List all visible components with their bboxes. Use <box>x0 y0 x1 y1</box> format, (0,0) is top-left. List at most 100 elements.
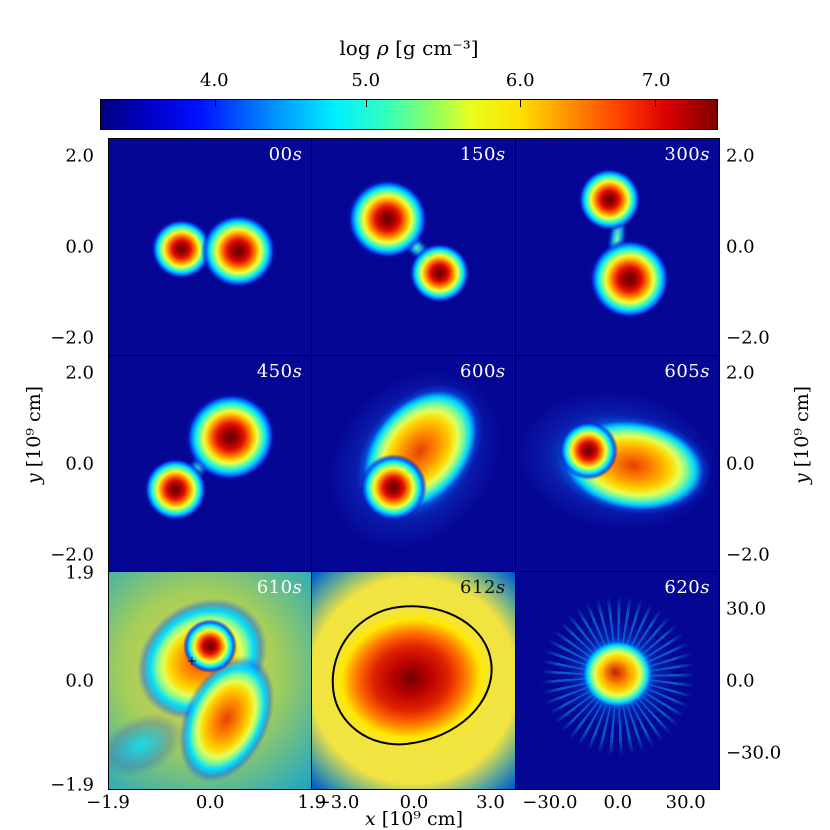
panel-time-number: 620 <box>664 577 701 599</box>
y-axis-label-left-rest: [10⁹ cm] <box>23 385 45 474</box>
colorbar-tick-label: 4.0 <box>200 70 229 91</box>
colorbar-title-var: ρ <box>376 36 389 60</box>
panel-time-unit: s <box>700 144 710 165</box>
panel-450s: 450s <box>109 355 313 573</box>
star-blob <box>201 214 276 288</box>
bottom-ticks: −1.9 0.0 1.9 −3.0 0.0 3.0 −30.0 0.0 30.0 <box>86 792 720 813</box>
panel-time-unit: s <box>495 577 506 599</box>
panel-time-label: 600s <box>460 361 506 382</box>
right-ticks-label: 0.0 <box>726 670 755 692</box>
colorbar-tick-label: 7.0 <box>641 70 671 91</box>
panel-time-label: 450s <box>257 361 303 382</box>
left-ticks-label: −2.0 <box>50 327 94 348</box>
bottom-ticks-label: −1.9 <box>86 792 130 813</box>
panel-time-number: 00 <box>268 144 293 165</box>
panel-300s: 300s <box>515 139 719 356</box>
colorbar-tick-mark <box>214 100 216 107</box>
bottom-ticks-label: 0.0 <box>195 792 225 813</box>
panel-00s: 00s <box>109 139 313 356</box>
panel-time-unit: s <box>495 144 506 165</box>
panel-time-unit: s <box>700 577 710 599</box>
colorbar-tick-mark <box>365 100 367 107</box>
panel-time-label: 300s <box>664 144 710 165</box>
panel-612s: 612s <box>312 572 516 789</box>
bottom-ticks-label: −30.0 <box>522 792 578 813</box>
panel-time-number: 300 <box>664 144 701 165</box>
y-axis-label-right-var: y <box>791 473 813 485</box>
panel-time-unit: s <box>700 360 710 382</box>
panel-grid: 00s 150s 300s 450s 600s 605s +610s 612s 620s <box>108 138 720 790</box>
panel-time-unit: s <box>292 144 303 165</box>
left-ticks-label: 2.0 <box>65 145 94 167</box>
right-ticks-label: 2.0 <box>726 362 755 384</box>
panel-150s: 150s <box>312 139 516 356</box>
x-axis-label: x [10⁹ cm] <box>108 808 720 830</box>
panel-time-label: 00s <box>269 144 303 165</box>
y-axis-label-left-var: y <box>23 473 45 485</box>
panel-time-label: 610s <box>257 577 303 598</box>
right-ticks-label: −2.0 <box>726 327 770 348</box>
x-axis-label-var: x <box>364 808 376 830</box>
panel-time-unit: s <box>292 577 303 599</box>
bottom-ticks-label: −3.0 <box>315 792 360 813</box>
bottom-ticks-label: 3.0 <box>476 792 505 813</box>
colorbar-tick-mark <box>655 100 657 107</box>
left-ticks-label: 2.0 <box>65 362 94 384</box>
panel-time-label: 605s <box>664 361 710 382</box>
star-blob <box>182 618 238 674</box>
y-axis-label-right-rest: [10⁹ cm] <box>791 385 813 474</box>
left-ticks-label: 0.0 <box>65 236 94 258</box>
star-blob <box>577 168 641 231</box>
redcore-blob <box>602 660 629 684</box>
panel-time-label: 150s <box>460 144 506 165</box>
panel-time-number: 610 <box>256 577 293 599</box>
left-ticks-label: 0.0 <box>65 453 94 475</box>
right-ticks-label: −30.0 <box>726 742 782 764</box>
y-axis-label-right: y [10⁹ cm] <box>791 375 813 495</box>
colorbar-title-pre: log <box>339 36 377 60</box>
right-ticks-label: 2.0 <box>726 145 755 167</box>
panel-time-unit: s <box>495 360 506 382</box>
x-axis-label-rest: [10⁹ cm] <box>375 808 464 830</box>
left-ticks-label: 1.9 <box>65 562 94 584</box>
colorbar-ticks: 4.0 5.0 6.0 7.0 <box>100 70 718 94</box>
bottom-ticks-label: 30.0 <box>665 792 706 813</box>
panel-time-number: 605 <box>664 360 701 382</box>
y-axis-label-left: y [10⁹ cm] <box>23 375 45 495</box>
panel-time-number: 150 <box>460 144 496 165</box>
panel-605s: 605s <box>515 355 719 573</box>
panel-time-label: 620s <box>664 577 710 598</box>
star-blob <box>346 178 428 259</box>
panel-620s: 620s <box>515 572 719 789</box>
right-ticks-label: 30.0 <box>726 598 767 620</box>
panel-time-number: 600 <box>460 360 496 382</box>
bottom-ticks-label: 0.0 <box>603 792 633 813</box>
colorbar-title-post: [g cm⁻³] <box>388 36 479 60</box>
left-ticks-label: 0.0 <box>65 670 94 692</box>
panel-time-unit: s <box>292 360 303 382</box>
left-ticks-label: −1.9 <box>50 774 94 796</box>
colorbar-gradient <box>100 99 718 130</box>
star-blob <box>588 239 671 320</box>
left-ticks-label: −2.0 <box>50 544 94 566</box>
star-blob <box>559 421 619 480</box>
right-ticks-label: 0.0 <box>726 236 755 258</box>
right-ticks-label: −2.0 <box>726 544 770 566</box>
right-ticks: 2.0 0.0 −2.0 2.0 0.0 −2.0 30.0 0.0 −30.0 <box>724 138 828 790</box>
colorbar-tick-label: 6.0 <box>505 70 535 91</box>
panel-time-number: 612 <box>460 577 496 599</box>
panel-610s: +610s <box>109 572 313 789</box>
bottom-ticks-label: 0.0 <box>399 792 429 813</box>
star-blob <box>144 458 208 521</box>
star-blob <box>409 242 471 303</box>
panel-time-label: 612s <box>460 577 506 598</box>
colorbar-tick-mark <box>519 100 521 107</box>
bottom-ticks-label: 1.9 <box>297 792 327 813</box>
panel-time-number: 450 <box>256 360 293 382</box>
right-ticks-label: 0.0 <box>726 453 755 475</box>
left-ticks: 2.0 0.0 −2.0 2.0 0.0 −2.0 1.9 0.0 −1.9 <box>0 138 102 796</box>
plus-blob: + <box>186 653 198 669</box>
star-blob <box>359 453 427 521</box>
colorbar-tick-label: 5.0 <box>351 70 381 91</box>
